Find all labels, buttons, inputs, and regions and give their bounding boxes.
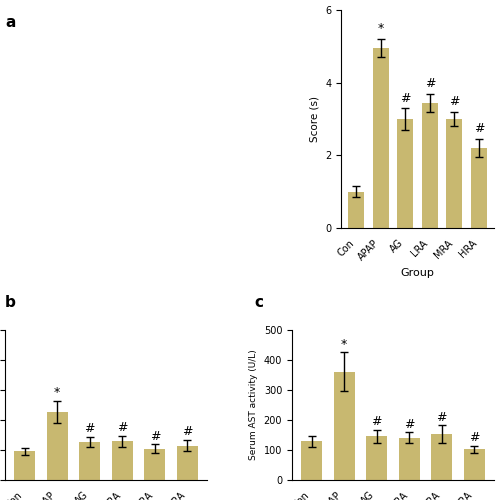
Text: #: # [437, 410, 447, 424]
Bar [334, 372, 355, 480]
Y-axis label: Score (s): Score (s) [310, 96, 320, 142]
Text: #: # [400, 92, 411, 104]
Bar [464, 450, 485, 480]
Bar [397, 119, 413, 228]
Text: #: # [371, 415, 382, 428]
Text: #: # [449, 95, 460, 108]
Text: a: a [5, 15, 15, 30]
Text: #: # [404, 418, 415, 431]
Bar [144, 448, 165, 480]
Y-axis label: Serum AST activity (U/L): Serum AST activity (U/L) [249, 350, 258, 460]
X-axis label: Group: Group [401, 268, 435, 278]
Bar [301, 442, 322, 480]
Text: #: # [182, 426, 193, 438]
Bar [112, 442, 133, 480]
Bar [422, 102, 438, 228]
Bar [373, 48, 389, 228]
Text: b: b [5, 295, 16, 310]
Bar [471, 148, 487, 228]
Text: #: # [474, 122, 485, 136]
Text: #: # [150, 430, 160, 442]
Text: #: # [117, 422, 128, 434]
Bar [348, 192, 364, 228]
Text: *: * [378, 22, 384, 35]
Bar [79, 442, 100, 480]
Bar [14, 451, 35, 480]
Text: #: # [84, 422, 95, 436]
Text: *: * [54, 386, 60, 400]
Text: #: # [425, 77, 435, 90]
Bar [399, 438, 420, 480]
Text: *: * [341, 338, 347, 350]
Text: c: c [254, 295, 263, 310]
Text: #: # [469, 431, 480, 444]
Bar [431, 434, 452, 480]
Bar [447, 119, 463, 228]
Bar [47, 412, 68, 480]
Bar [177, 446, 198, 480]
Bar [366, 436, 387, 480]
